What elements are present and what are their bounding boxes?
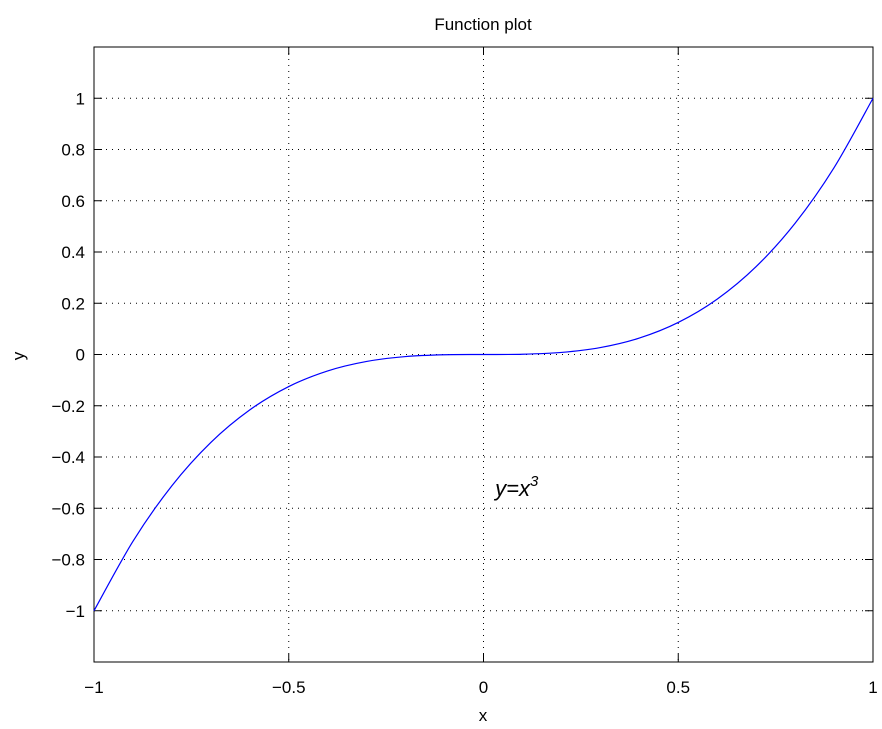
y-tick-label: 0: [76, 346, 85, 365]
x-tick-label: 1: [868, 678, 877, 697]
y-tick-label: −0.8: [51, 551, 85, 570]
y-tick-label: −0.4: [51, 448, 85, 467]
chart-title: Function plot: [434, 15, 532, 34]
curve-annotation: y=x3: [493, 473, 539, 501]
series-layer: [93, 97, 874, 612]
x-tick-label: −0.5: [272, 678, 306, 697]
grid-lines: [94, 47, 873, 662]
y-tick-label: 1: [76, 89, 85, 108]
y-tick-label: 0.4: [61, 243, 85, 262]
y-tick-label: 0.6: [61, 192, 85, 211]
annotations: y=x3: [493, 473, 539, 501]
y-tick-label: 0.8: [61, 141, 85, 160]
y-tick-label: −1: [66, 602, 85, 621]
x-tick-label: 0.5: [666, 678, 690, 697]
x-tick-label: 0: [479, 678, 488, 697]
y-axis-title: y: [9, 351, 28, 360]
x-axis-title: x: [479, 706, 488, 725]
x-tick-label: −1: [84, 678, 103, 697]
y-tick-label: −0.6: [51, 499, 85, 518]
y-tick-label: −0.2: [51, 397, 85, 416]
y-tick-label: 0.2: [61, 294, 85, 313]
axis-ticks: −1 −0.5 0 0.5 1 −1 −0.8 −0.6 −0.4 −0.2 0 0.2 0.4 0.6 0…: [51, 47, 878, 697]
